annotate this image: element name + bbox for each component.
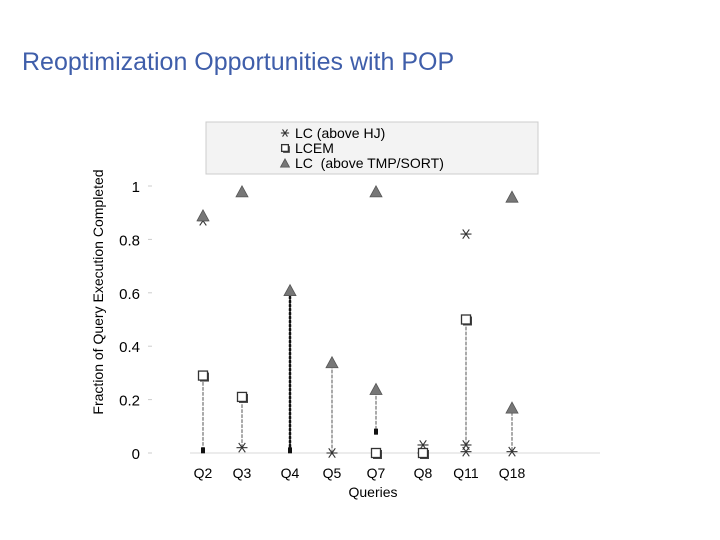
data-point-triangle [369,382,383,395]
y-tick-label: 0 [132,446,140,463]
x-tick-label: Q4 [281,465,300,481]
asterisk-stroke [238,442,246,453]
slide-title: Reoptimization Opportunities with POP [22,48,455,76]
asterisk-stroke [282,129,288,137]
x-axis-label: Queries [348,484,397,500]
data-point-asterisk [460,446,472,457]
x-tick-label: Q2 [194,465,213,481]
y-tick-label: 0.2 [119,393,140,410]
y-tick-label: 0.8 [119,232,140,249]
data-point-asterisk [506,446,518,457]
data-point-square [417,447,429,459]
legend-label: LCEM [295,140,334,156]
x-tick-label: Q11 [453,465,479,481]
data-point-asterisk [460,229,472,240]
legend-box [205,121,539,175]
data-point-triangle [505,190,519,203]
y-tick-label: 1 [132,179,140,196]
x-tick-label: Q5 [323,465,342,481]
range-lines [202,288,513,454]
asterisk-stroke [462,229,470,240]
data-point-triangle [196,209,210,222]
legend-marker-asterisk [280,129,290,137]
data-point-square [236,391,248,403]
y-tick-label: 0.4 [119,339,140,356]
x-tick-label: Q18 [499,465,526,481]
asterisk-stroke [328,448,336,458]
y-tick-label: 0.6 [119,286,140,303]
data-point-triangle [283,283,297,297]
data-point-triangle [369,185,383,198]
data-point-square [370,447,382,459]
data-point-square [460,314,472,325]
asterisk-stroke [508,446,516,457]
x-tick-label: Q7 [367,465,386,481]
data-point-triangle [325,355,339,369]
legend-marker-triangle [279,158,291,168]
legend-label: LC (above HJ) [295,125,385,141]
data-point-triangle [505,401,519,414]
x-tick-label: Q3 [233,465,252,481]
small-marker [374,428,378,435]
x-tick-label: Q8 [414,465,433,481]
legend-marker-square [280,143,290,153]
data-point-asterisk [326,448,338,458]
y-axis-label: Fraction of Query Execution Completed [90,169,106,414]
asterisk-stroke [462,446,470,457]
axes: 0 0.2 0.4 0.6 0.8 1 Q2 Q3 Q4 Q5 Q7 Q8 Q11 Q18 [119,179,600,481]
data-point-square [197,370,209,381]
small-marker [288,447,292,454]
legend-label: LC (above TMP/SORT) [295,155,444,171]
data-point-triangle [235,185,249,198]
small-marker [201,447,205,454]
data-marks [196,185,519,459]
data-point-asterisk [236,442,248,453]
